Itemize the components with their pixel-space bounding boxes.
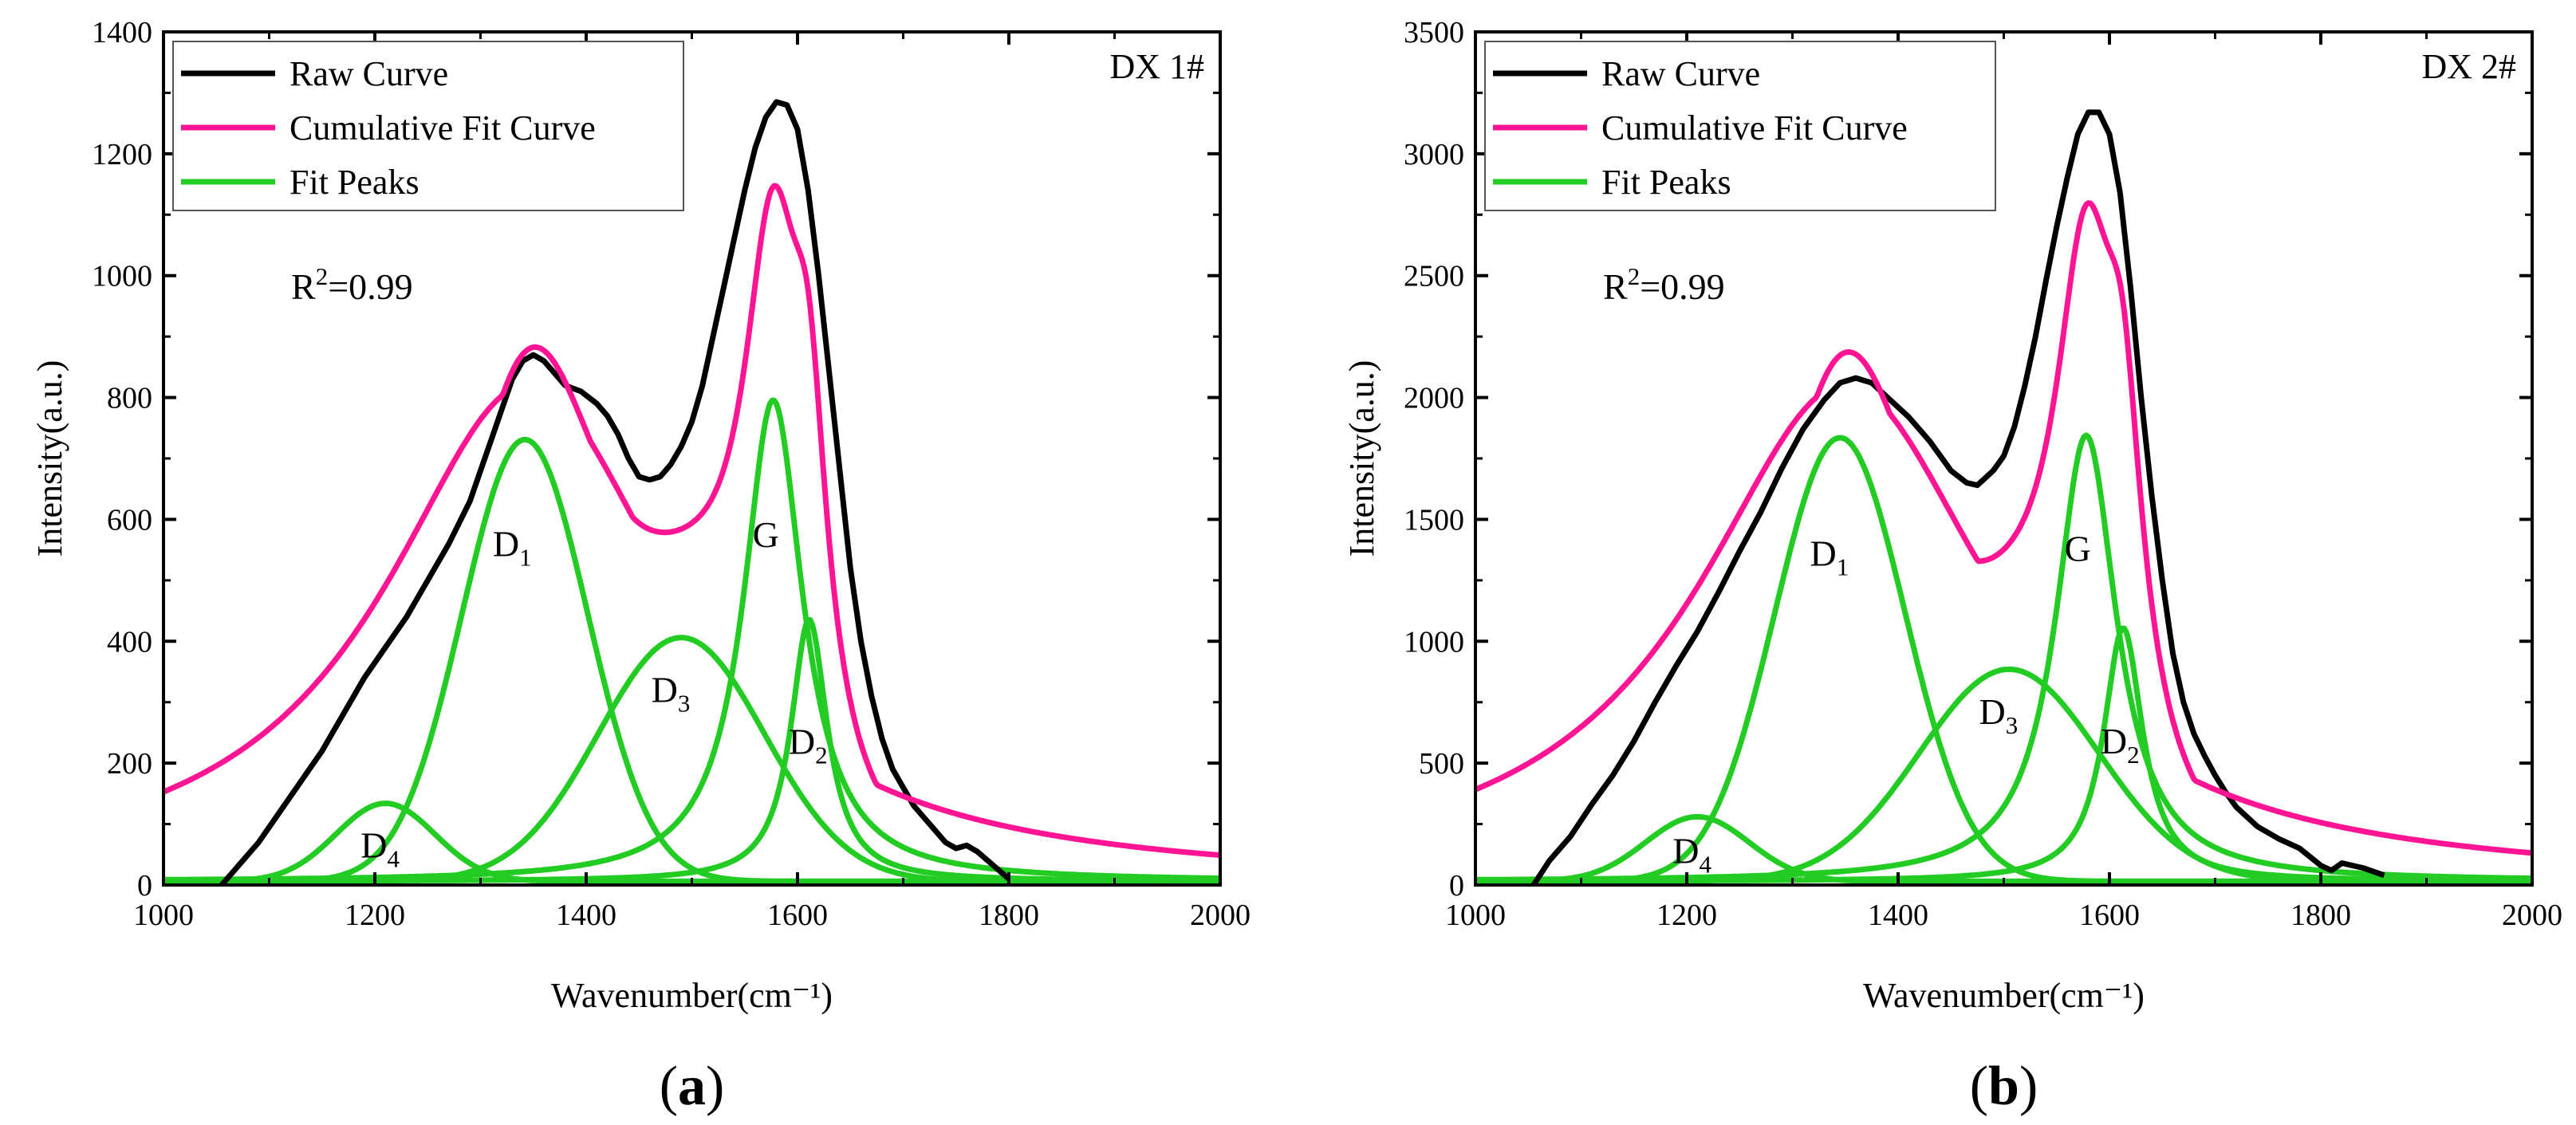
peak-label-D3: D3 [1979, 691, 2019, 739]
sample-label: DX 1# [1109, 47, 1204, 86]
peak-label-G: G [753, 514, 779, 555]
y-tick-label: 0 [1449, 869, 1464, 903]
panel-letter: a [678, 1056, 706, 1117]
peak-label-D3: D3 [652, 670, 691, 718]
peak-label-main: G [753, 514, 779, 555]
x-tick-label: 1200 [1656, 899, 1717, 932]
r2-sup: 2 [1628, 262, 1641, 290]
x-tick-label: 1400 [1868, 899, 1928, 932]
y-tick-label: 1200 [92, 138, 152, 171]
y-tick-label: 200 [107, 747, 152, 781]
fit-peak-G [1475, 432, 2532, 883]
peak-label-sub: 2 [2127, 741, 2140, 769]
peak-label-main: D [1810, 533, 1837, 574]
x-tick-label: 1800 [979, 899, 1039, 932]
r2-value: =0.99 [1640, 266, 1724, 307]
fit-peak-D1 [163, 436, 1220, 884]
legend: Raw Curve Cumulative Fit Curve Fit Peaks [1484, 41, 1996, 211]
y-axis-title: Intensity(a.u.) [1342, 360, 1381, 557]
peak-label-D1: D1 [493, 523, 532, 571]
peak-label-sub: 2 [815, 741, 828, 769]
panel-b: 1000 1200 1400 1600 1800 2000 0 500 1000 1500 2000… [1342, 16, 2562, 1117]
legend-entry: Raw Curve [1601, 54, 1760, 93]
y-tick-label: 600 [107, 503, 152, 537]
x-tick-label: 1600 [767, 899, 828, 932]
y-tick-label: 1400 [92, 16, 152, 49]
legend-entry: Fit Peaks [1601, 163, 1731, 202]
fit-peak-D1 [1475, 435, 2532, 884]
y-tick-label: 1000 [1404, 625, 1464, 659]
y-axis-title: Intensity(a.u.) [30, 360, 69, 557]
r2-base: R [1603, 266, 1628, 307]
peak-label-D2: D2 [2101, 721, 2140, 769]
peak-label-D4: D4 [1672, 830, 1711, 878]
x-axis-title: Wavenumber(cm⁻¹) [551, 976, 833, 1015]
paren-open: ( [660, 1056, 678, 1117]
legend: Raw Curve Cumulative Fit Curve Fit Peaks [172, 41, 684, 211]
x-tick-label: 1400 [556, 899, 616, 932]
r2-value: =0.99 [328, 266, 412, 307]
raw-curve [1530, 109, 2385, 885]
peak-label-sub: 3 [678, 690, 691, 718]
legend-entry: Cumulative Fit Curve [1601, 108, 1908, 148]
y-tick-label: 3500 [1404, 16, 1464, 49]
peak-label-D2: D2 [789, 722, 828, 769]
legend-entry: Raw Curve [290, 54, 448, 93]
legend-entry: Cumulative Fit Curve [290, 108, 596, 148]
x-tick-label: 1600 [2079, 899, 2140, 932]
x-tick-label: 1800 [2290, 899, 2351, 932]
peak-label-sub: 3 [2006, 711, 2019, 739]
raw-curve [219, 99, 1011, 885]
y-tick-label: 2500 [1404, 260, 1464, 293]
x-tick-label: 2000 [1190, 899, 1251, 932]
y-tick-label: 400 [107, 625, 152, 659]
sample-label: DX 2# [2421, 47, 2516, 86]
peak-label-main: G [2065, 528, 2091, 568]
paren-close: ) [706, 1056, 724, 1117]
peak-label-sub: 1 [1837, 553, 1849, 581]
fit-peak-D2 [1475, 625, 2532, 884]
x-tick-label: 1000 [1445, 899, 1506, 932]
peak-label-D4: D4 [360, 825, 400, 873]
x-axis-title: Wavenumber(cm⁻¹) [1863, 976, 2145, 1015]
y-tick-label: 3000 [1404, 138, 1464, 171]
y-tick-label: 500 [1419, 747, 1464, 781]
paren-close: ) [2019, 1056, 2038, 1117]
y-tick-label: 1000 [92, 260, 152, 293]
plot-area [163, 99, 1220, 885]
peak-label-sub: 1 [519, 543, 532, 571]
y-tick-label: 0 [137, 869, 152, 903]
panel-label: (b) [1970, 1056, 2038, 1117]
r-squared-annotation: R2=0.99 [291, 262, 413, 307]
cumulative-fit-curve [163, 183, 1220, 859]
peak-label-D1: D1 [1810, 533, 1849, 581]
peak-label-main: D [1979, 691, 2006, 732]
peak-label-main: D [2101, 721, 2127, 761]
peak-label-G: G [2065, 528, 2091, 568]
r2-base: R [291, 266, 316, 307]
peak-label-sub: 4 [1699, 850, 1711, 878]
cumulative-fit-curve [1475, 200, 2532, 856]
panel-label: (a) [660, 1056, 725, 1117]
y-tick-label: 2000 [1404, 382, 1464, 415]
x-tick-label: 2000 [2502, 899, 2562, 932]
panel-a: 1000 1200 1400 1600 1800 2000 0 200 400 600 800 100… [30, 16, 1251, 1117]
legend-entry: Fit Peaks [290, 163, 419, 202]
peak-label-sub: 4 [387, 845, 400, 873]
y-tick-label: 1500 [1404, 503, 1464, 537]
x-tick-label: 1200 [345, 899, 405, 932]
peak-label-main: D [1672, 830, 1699, 871]
x-tick-label: 1000 [133, 899, 194, 932]
panel-letter: b [1988, 1056, 2019, 1117]
plot-area [1475, 109, 2532, 885]
r2-sup: 2 [316, 262, 329, 290]
peak-label-main: D [493, 523, 519, 564]
r-squared-annotation: R2=0.99 [1603, 262, 1725, 307]
paren-open: ( [1970, 1056, 1988, 1117]
peak-label-main: D [789, 722, 815, 762]
peak-label-main: D [652, 670, 678, 710]
y-tick-label: 800 [107, 382, 152, 415]
peak-label-main: D [360, 825, 387, 866]
